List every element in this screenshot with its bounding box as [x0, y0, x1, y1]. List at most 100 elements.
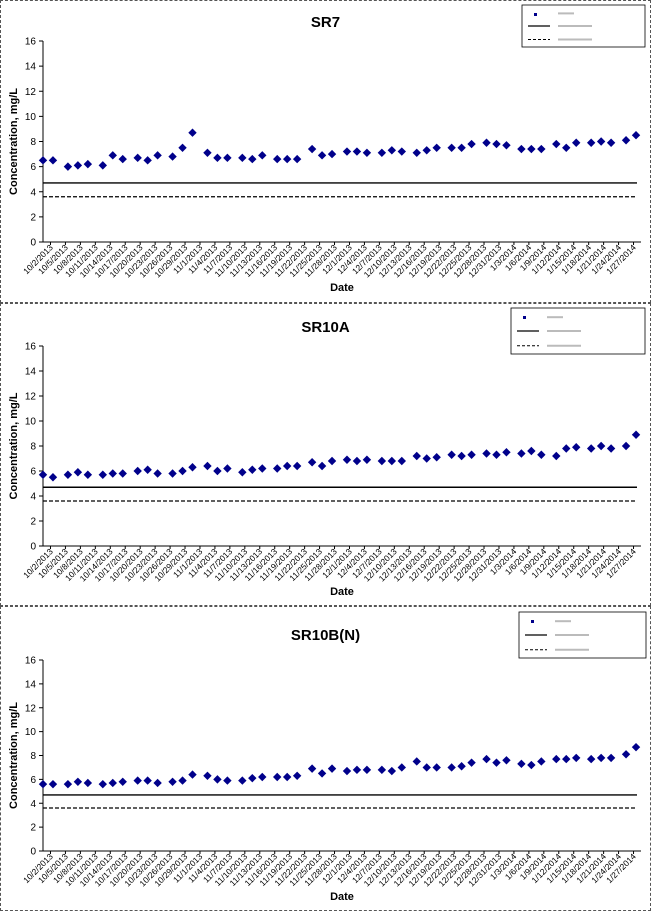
y-tick-label: 14 [25, 62, 37, 73]
data-point [292, 154, 302, 164]
data-point [552, 139, 561, 149]
data-point [153, 151, 162, 160]
data-point [422, 146, 431, 155]
data-point [133, 466, 142, 476]
chart-title: SR10A [301, 319, 350, 336]
data-point [422, 763, 431, 772]
data-point [38, 156, 48, 165]
y-tick-label: 16 [25, 656, 37, 667]
y-tick-label: 12 [25, 703, 37, 714]
y-tick-label: 2 [30, 517, 36, 528]
y-tick-label: 10 [25, 417, 37, 428]
data-point [282, 772, 292, 782]
data-point [377, 765, 387, 775]
data-point [327, 764, 337, 773]
data-point [178, 466, 187, 476]
data-point [83, 470, 93, 479]
data-point [412, 148, 421, 158]
data-point [527, 446, 536, 456]
data-point [631, 742, 641, 752]
data-point [397, 763, 406, 772]
data-point [467, 450, 476, 459]
data-point [73, 161, 83, 170]
data-point [502, 141, 511, 150]
chart-title: SR7 [311, 14, 340, 31]
y-axis-title: Concentration, mg/L [8, 392, 20, 499]
y-tick-label: 12 [25, 392, 37, 403]
chart-title: SR10B(N) [291, 627, 360, 644]
data-point [606, 444, 616, 453]
data-point [517, 759, 526, 769]
data-point [606, 138, 616, 147]
y-tick-label: 6 [30, 775, 36, 786]
data-point [133, 776, 142, 785]
y-tick-label: 0 [30, 847, 36, 858]
data-point [562, 444, 571, 453]
data-point [482, 754, 491, 764]
data-point [412, 451, 421, 461]
data-point [596, 753, 606, 763]
data-point [432, 763, 441, 772]
data-point [467, 758, 476, 767]
y-tick-label: 0 [30, 238, 36, 249]
data-point [38, 470, 48, 479]
data-point [168, 152, 177, 161]
data-point [153, 469, 162, 478]
data-point [38, 779, 48, 789]
legend-marker [531, 620, 534, 623]
data-point [492, 139, 501, 149]
data-point [248, 465, 257, 474]
data-point [352, 765, 362, 775]
data-point [248, 773, 257, 783]
data-point [153, 778, 162, 788]
data-point [178, 776, 187, 785]
data-point [188, 463, 197, 472]
data-point [118, 154, 127, 164]
data-point [482, 449, 491, 458]
y-axis-title: Concentration, mg/L [8, 88, 20, 195]
data-point [292, 771, 302, 780]
data-point [467, 139, 476, 149]
data-point [188, 128, 197, 137]
data-point [238, 776, 247, 785]
data-point [362, 765, 372, 775]
data-point [73, 468, 83, 477]
data-point [377, 456, 387, 466]
data-point [492, 758, 501, 767]
data-point [307, 144, 317, 154]
data-point [342, 455, 352, 464]
data-point [307, 458, 317, 467]
data-point [213, 775, 222, 784]
data-point [422, 454, 431, 463]
y-tick-label: 2 [30, 212, 36, 223]
data-point [552, 451, 561, 461]
data-point [238, 153, 247, 163]
data-point [586, 444, 596, 453]
data-point [527, 760, 536, 770]
data-point [352, 147, 362, 156]
data-point [327, 456, 337, 466]
x-axis-title: Date [330, 282, 354, 294]
data-point [342, 766, 352, 776]
data-point [447, 763, 456, 772]
data-point [282, 461, 292, 471]
data-point [457, 451, 466, 461]
data-point [562, 143, 571, 152]
data-point [108, 778, 117, 788]
data-point [572, 138, 581, 147]
data-point [362, 148, 372, 158]
data-point [572, 753, 581, 763]
data-point [168, 777, 177, 786]
y-tick-label: 2 [30, 823, 36, 834]
data-point [596, 441, 606, 451]
data-point [83, 159, 93, 169]
y-tick-label: 4 [30, 187, 36, 198]
data-point [631, 131, 641, 140]
data-point [48, 779, 58, 789]
data-point [108, 469, 117, 478]
data-point [292, 461, 302, 471]
legend-marker [534, 13, 537, 16]
x-axis-title: Date [330, 891, 354, 903]
y-tick-label: 16 [25, 37, 37, 48]
